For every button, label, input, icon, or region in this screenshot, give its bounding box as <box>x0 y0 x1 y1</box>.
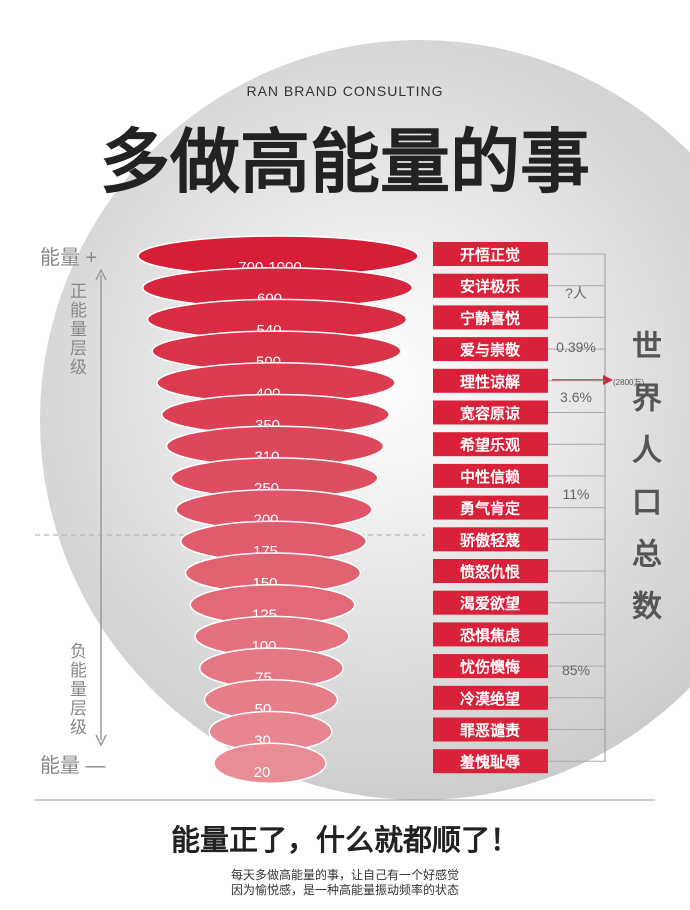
level-box <box>433 400 548 425</box>
energy-top: 能量 + <box>40 246 97 269</box>
share: 11% <box>563 486 590 502</box>
title: 多做高能量的事 <box>100 123 590 201</box>
level-name: 爱与崇敬 <box>460 341 521 359</box>
footer-line-2: 因为愉悦感，是一种高能量振动频率的状态 <box>231 882 459 897</box>
level-box <box>433 463 548 488</box>
level-name: 安详极乐 <box>460 278 520 296</box>
energy-layer <box>213 742 327 784</box>
level-name: 开悟正觉 <box>460 246 520 264</box>
level-name: 理性谅解 <box>460 373 520 391</box>
level-name: 羞愧耻辱 <box>459 753 520 771</box>
level-box <box>433 432 548 457</box>
level-name: 冷漠绝望 <box>460 690 520 708</box>
level-name: 忧伤懊悔 <box>460 658 520 676</box>
negative-label: 负能量层级 <box>67 642 86 737</box>
level-box <box>433 242 548 266</box>
share: 0.39% <box>556 339 596 355</box>
arrow-head <box>603 375 613 385</box>
slogan: 能量正了，什么就都顺了！ <box>171 823 519 857</box>
level-box <box>433 717 548 742</box>
level-name: 宽容原谅 <box>459 405 520 423</box>
share: 3.6% <box>560 389 592 405</box>
positive-label: 正能量层级 <box>67 282 86 377</box>
level-box <box>433 622 548 647</box>
population-label: 世界人口总数 <box>627 330 660 642</box>
level-name: 罪恶谴责 <box>460 722 520 740</box>
level-box <box>433 590 548 615</box>
level-box <box>433 368 548 393</box>
level-box <box>433 749 548 774</box>
energy-bottom: 能量 — <box>40 754 106 777</box>
share: ?人 <box>565 285 587 301</box>
footer-line-1: 每天多做高能量的事，让自己有一个好感觉 <box>231 867 459 882</box>
level-name: 中性信赖 <box>460 468 520 486</box>
level-box <box>433 273 548 298</box>
level-name: 恐惧焦虑 <box>460 626 520 644</box>
brand: RAN BRAND CONSULTING <box>246 83 443 99</box>
level-name: 愤怒仇恨 <box>460 563 520 581</box>
level-box <box>433 337 548 362</box>
level-box <box>433 527 548 552</box>
level-name: 渴爱欲望 <box>460 595 520 613</box>
share: 85% <box>562 662 590 678</box>
level-box <box>433 559 548 583</box>
level-box <box>433 654 548 679</box>
level-name: 希望乐观 <box>460 436 520 454</box>
level-name: 骄傲轻蔑 <box>460 531 520 549</box>
level-box <box>433 495 548 520</box>
level-name: 宁静喜悦 <box>460 309 520 327</box>
level-name: 勇气肯定 <box>460 500 520 518</box>
level-box <box>433 305 548 330</box>
level-box <box>433 685 548 710</box>
arrow-note: (2800万) <box>613 378 644 387</box>
axis-arrows <box>95 268 107 747</box>
level-value: 20 <box>254 764 271 781</box>
